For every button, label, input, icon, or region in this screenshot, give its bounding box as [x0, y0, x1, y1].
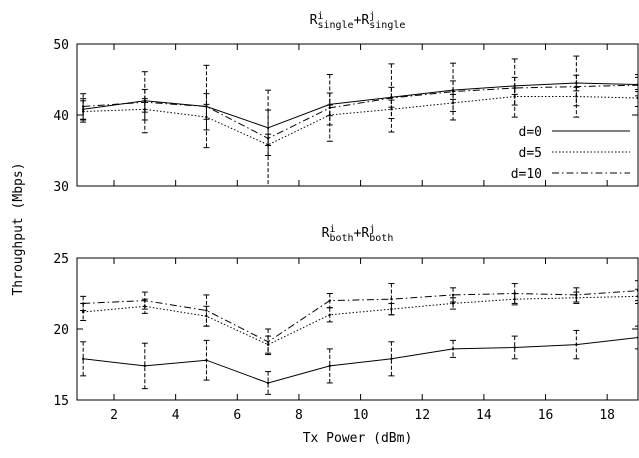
legend-label: d=5 — [519, 146, 542, 161]
x-axis-label: Tx Power (dBm) — [303, 431, 413, 446]
top-chart-panel: Ri single+Rj single 30 40 50 d=0 d=5 d=10 — [53, 11, 639, 195]
data-point — [513, 346, 516, 349]
y-tick-label: 25 — [53, 252, 69, 267]
plot-frame — [76, 257, 639, 401]
bottom-chart-panel: Ri both+Rj both 15 20 25 2 4 6 8 10 12 14 16 18 Tx Powe… — [53, 224, 639, 446]
data-point — [328, 106, 331, 110]
legend-label: d=10 — [511, 167, 542, 182]
x-tick-label: 14 — [476, 408, 492, 423]
data-point — [575, 95, 578, 98]
data-point — [575, 343, 578, 346]
series-d=0 — [80, 74, 638, 147]
series-d=0 — [80, 325, 638, 395]
data-point — [451, 90, 455, 93]
data-point — [328, 364, 331, 368]
series-d=10 — [80, 280, 638, 356]
shared-y-axis-label: Throughput (Mbps) — [11, 162, 26, 295]
data-point — [205, 105, 208, 108]
series-line — [83, 290, 638, 343]
series-d=5 — [80, 86, 638, 156]
x-tick-label: 4 — [172, 408, 180, 423]
legend-label: d=0 — [519, 125, 542, 140]
data-point — [143, 299, 147, 302]
data-point — [266, 340, 270, 343]
data-point — [451, 293, 455, 297]
data-point — [81, 357, 85, 361]
data-point — [81, 310, 85, 314]
x-tick-label: 2 — [110, 408, 118, 423]
data-point — [81, 302, 85, 305]
data-point — [328, 113, 331, 117]
x-tick-label: 10 — [353, 408, 369, 423]
data-point — [451, 347, 455, 351]
y-tick-label: 15 — [53, 394, 69, 409]
y-tick-label: 50 — [53, 38, 69, 53]
series-line — [83, 82, 638, 129]
panel-title: Ri both+Rj both — [322, 224, 394, 244]
plot-frame — [76, 43, 639, 187]
series-line — [83, 295, 638, 346]
data-point — [636, 336, 638, 339]
legend: d=0 d=5 d=10 — [511, 125, 630, 182]
y-tick-label: 30 — [53, 180, 69, 195]
data-point — [205, 309, 208, 312]
data-point — [143, 101, 147, 104]
x-tick-label: 18 — [599, 408, 615, 423]
data-point — [328, 313, 331, 316]
x-tick-label: 6 — [233, 408, 241, 423]
x-tick-label: 8 — [295, 408, 303, 423]
data-point — [513, 292, 516, 295]
series-line — [83, 337, 638, 384]
data-point — [81, 110, 85, 113]
series-d=10 — [80, 55, 638, 186]
data-point — [143, 364, 147, 368]
x-tick-label: 16 — [538, 408, 554, 423]
data-point — [575, 85, 578, 88]
data-point — [451, 302, 455, 305]
data-point — [636, 83, 638, 87]
panel-title: Ri single+Rj single — [310, 11, 406, 31]
data-point — [390, 96, 393, 100]
data-point — [328, 299, 331, 302]
x-tick-label: 12 — [414, 408, 430, 423]
data-point — [266, 137, 270, 140]
data-point — [636, 96, 638, 100]
data-point — [390, 357, 393, 361]
data-point — [636, 289, 638, 292]
series-d=5 — [80, 288, 638, 354]
series-line — [83, 96, 638, 146]
data-point — [81, 105, 85, 108]
data-point — [205, 359, 208, 362]
y-tick-label: 20 — [53, 323, 69, 338]
data-point — [513, 86, 516, 90]
series-line — [83, 84, 638, 139]
y-tick-label: 40 — [53, 109, 69, 124]
data-point — [390, 297, 393, 301]
data-point — [266, 381, 270, 385]
data-point — [575, 293, 578, 297]
